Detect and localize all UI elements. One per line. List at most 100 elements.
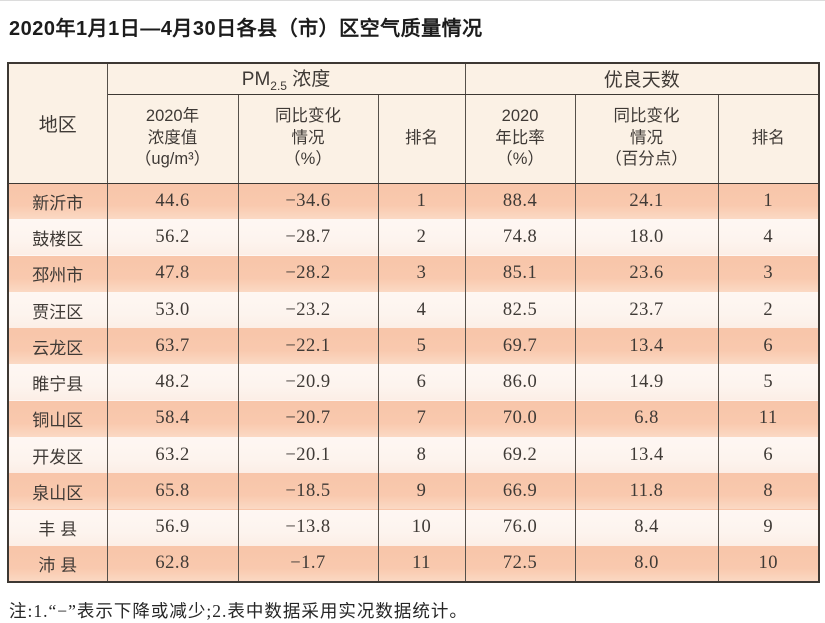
good-rank-cell: 10 — [717, 545, 820, 583]
good-rank-cell: 6 — [717, 437, 820, 474]
good-rate-cell: 82.5 — [464, 291, 576, 329]
table-row: 铜山区 58.4 −20.7 7 70.0 6.8 11 — [7, 400, 820, 438]
pm-rank-cell: 6 — [377, 364, 466, 401]
pm-change-cell: −23.2 — [237, 291, 379, 329]
good-change-cell: 18.0 — [574, 219, 719, 256]
air-quality-table: 地区 PM2.5 浓度 优良天数 2020年 浓度值 （ug/m³） 同比变化 … — [7, 62, 821, 584]
pm-rank-cell: 2 — [377, 219, 466, 256]
col-group-good-days: 优良天数 — [464, 63, 820, 95]
pm-rank-cell: 11 — [377, 545, 466, 583]
pm-concentration-label: 浓度 — [286, 69, 331, 91]
pm-value-cell: 44.6 — [106, 183, 239, 220]
pm-subscript: 2.5 — [270, 79, 287, 94]
table-row: 丰 县 56.9 −13.8 10 76.0 8.4 9 — [7, 509, 820, 546]
region-cell: 开发区 — [7, 437, 108, 474]
table-row: 云龙区 63.7 −22.1 5 69.7 13.4 6 — [7, 328, 820, 365]
good-change-cell: 14.9 — [574, 364, 719, 401]
col-header-region: 地区 — [7, 63, 108, 184]
pm-rank-cell: 9 — [377, 473, 466, 510]
good-rate-cell: 66.9 — [464, 473, 576, 510]
pm-rank-cell: 1 — [377, 183, 466, 220]
pm-value-cell: 65.8 — [106, 473, 239, 510]
table-row: 邳州市 47.8 −28.2 3 85.1 23.6 3 — [7, 255, 820, 292]
good-change-cell: 13.4 — [574, 328, 719, 365]
pm-change-cell: −1.7 — [237, 545, 379, 583]
col-group-pm25: PM2.5 浓度 — [106, 63, 466, 95]
region-cell: 铜山区 — [7, 400, 108, 438]
header-group-row: 地区 PM2.5 浓度 优良天数 — [7, 63, 820, 184]
good-change-cell: 6.8 — [574, 400, 719, 438]
good-rate-cell: 72.5 — [464, 545, 576, 583]
pm-change-cell: −20.1 — [237, 437, 379, 474]
region-cell: 贾汪区 — [7, 291, 108, 329]
region-cell: 邳州市 — [7, 255, 108, 292]
region-cell: 泉山区 — [7, 473, 108, 510]
table-row: 鼓楼区 56.2 −28.7 2 74.8 18.0 4 — [7, 219, 820, 256]
good-rank-cell: 2 — [717, 291, 820, 329]
good-change-cell: 13.4 — [574, 437, 719, 474]
pm-value-cell: 47.8 — [106, 255, 239, 292]
pm-change-cell: −18.5 — [237, 473, 379, 510]
good-rank-cell: 5 — [717, 364, 820, 401]
pm-change-cell: −34.6 — [237, 183, 379, 220]
col-header-pm-rank: 排名 — [377, 94, 466, 184]
pm-rank-cell: 7 — [377, 400, 466, 438]
pm-value-cell: 58.4 — [106, 400, 239, 438]
pm-rank-cell: 10 — [377, 509, 466, 546]
pm-rank-cell: 3 — [377, 255, 466, 292]
good-rate-cell: 88.4 — [464, 183, 576, 220]
col-header-pm-value: 2020年 浓度值 （ug/m³） — [106, 94, 239, 184]
pm-change-cell: −28.2 — [237, 255, 379, 292]
table-row: 睢宁县 48.2 −20.9 6 86.0 14.9 5 — [7, 364, 820, 401]
pm-value-cell: 48.2 — [106, 364, 239, 401]
good-change-cell: 23.7 — [574, 291, 719, 329]
pm-value-cell: 62.8 — [106, 545, 239, 583]
region-cell: 睢宁县 — [7, 364, 108, 401]
good-rate-cell: 76.0 — [464, 509, 576, 546]
region-cell: 鼓楼区 — [7, 219, 108, 256]
region-cell: 新沂市 — [7, 183, 108, 220]
pm-value-cell: 53.0 — [106, 291, 239, 329]
table-body: 新沂市 44.6 −34.6 1 88.4 24.1 1 鼓楼区 56.2 −2… — [7, 183, 820, 583]
good-rank-cell: 1 — [717, 183, 820, 220]
pm-change-cell: −20.9 — [237, 364, 379, 401]
good-change-cell: 23.6 — [574, 255, 719, 292]
region-cell: 云龙区 — [7, 328, 108, 365]
pm-rank-cell: 4 — [377, 291, 466, 329]
col-header-good-rate: 2020 年比率 （%） — [464, 94, 576, 184]
page-title: 2020年1月1日—4月30日各县（市）区空气质量情况 — [9, 18, 483, 40]
pm-value-cell: 63.7 — [106, 328, 239, 365]
good-rank-cell: 4 — [717, 219, 820, 256]
pm-value-cell: 63.2 — [106, 437, 239, 474]
pm-change-cell: −22.1 — [237, 328, 379, 365]
region-cell: 沛 县 — [7, 545, 108, 583]
good-rank-cell: 3 — [717, 255, 820, 292]
col-header-good-rank: 排名 — [717, 94, 820, 184]
good-rank-cell: 9 — [717, 509, 820, 546]
table-row: 贾汪区 53.0 −23.2 4 82.5 23.7 2 — [7, 291, 820, 329]
good-change-cell: 11.8 — [574, 473, 719, 510]
good-rate-cell: 70.0 — [464, 400, 576, 438]
good-change-cell: 24.1 — [574, 183, 719, 220]
region-cell: 丰 县 — [7, 509, 108, 546]
pm-change-cell: −20.7 — [237, 400, 379, 438]
good-rank-cell: 11 — [717, 400, 820, 438]
good-rate-cell: 74.8 — [464, 219, 576, 256]
pm-value-cell: 56.9 — [106, 509, 239, 546]
good-rate-cell: 69.2 — [464, 437, 576, 474]
pm-rank-cell: 8 — [377, 437, 466, 474]
table-row: 开发区 63.2 −20.1 8 69.2 13.4 6 — [7, 437, 820, 474]
pm-label: PM — [241, 69, 271, 91]
col-header-pm-change: 同比变化 情况 （%） — [237, 94, 379, 184]
good-rank-cell: 8 — [717, 473, 820, 510]
good-change-cell: 8.4 — [574, 509, 719, 546]
footnote: 注:1.“−”表示下降或减少;2.表中数据采用实况数据统计。 — [9, 601, 468, 622]
good-rate-cell: 85.1 — [464, 255, 576, 292]
pm-rank-cell: 5 — [377, 328, 466, 365]
good-change-cell: 8.0 — [574, 545, 719, 583]
good-rate-cell: 86.0 — [464, 364, 576, 401]
pm-change-cell: −28.7 — [237, 219, 379, 256]
header-sub-row: 2020年 浓度值 （ug/m³） 同比变化 情况 （%） 排名 2020 年比… — [8, 94, 820, 184]
good-rate-cell: 69.7 — [464, 328, 576, 365]
pm-change-cell: −13.8 — [237, 509, 379, 546]
